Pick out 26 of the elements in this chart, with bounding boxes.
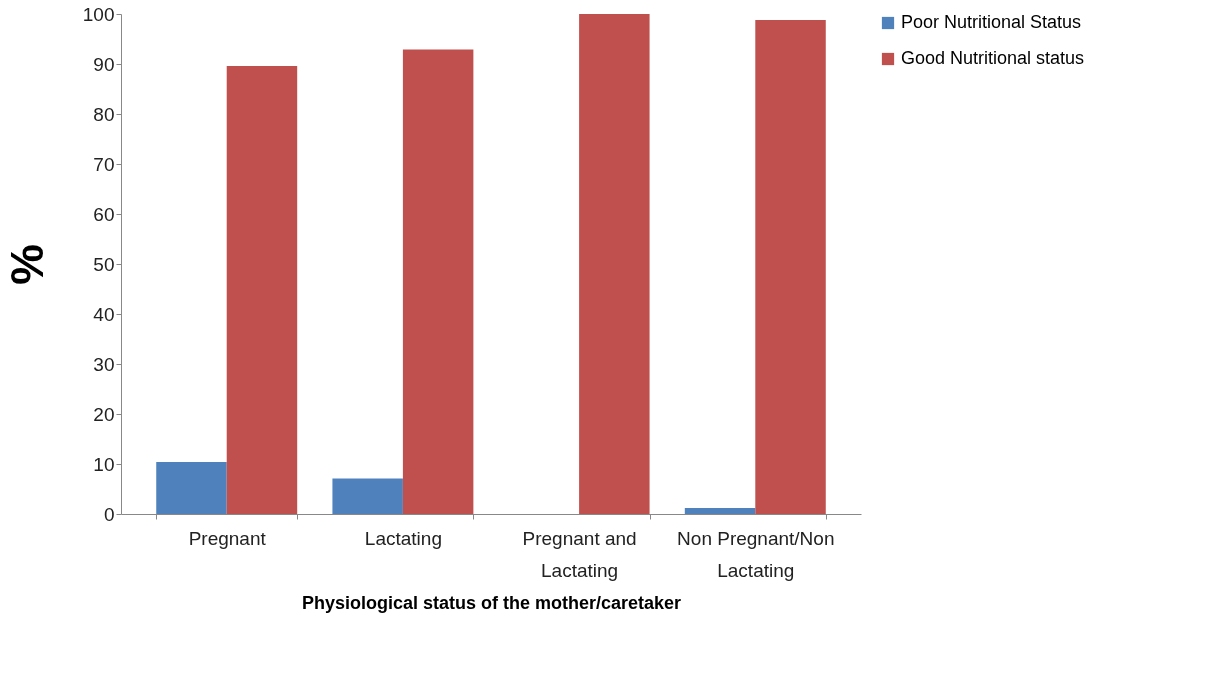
bar (579, 14, 650, 514)
x-tick-label: Lactating (364, 527, 442, 549)
y-tick-label: 10 (93, 453, 115, 475)
y-tick-label: 70 (93, 153, 115, 175)
x-tick-label: Pregnant (188, 527, 267, 549)
x-tick-label: Pregnant and Lactating (522, 527, 637, 581)
y-tick-label: 60 (93, 203, 115, 225)
y-tick-label: 90 (93, 53, 115, 75)
y-tick-label: 20 (93, 403, 115, 425)
y-tick-label: 0 (103, 503, 115, 525)
y-tick-label: 50 (93, 253, 115, 275)
y-tick-label: 30 (93, 353, 115, 375)
bar (402, 49, 474, 514)
legend-label: Good Nutritional status (901, 48, 1085, 68)
legend-label: Poor Nutritional Status (901, 12, 1082, 32)
bar (755, 20, 826, 514)
y-axis-title: % (0, 244, 53, 285)
y-tick-label: 100 (82, 3, 115, 25)
y-tick-label: 40 (93, 303, 115, 325)
bar (684, 508, 756, 514)
x-tick-label: Non Pregnant/Non Lactating (677, 527, 835, 581)
bar (156, 462, 227, 514)
y-tick-label: 80 (93, 103, 115, 125)
x-axis-title: Physiological status of the mother/caretaker (301, 592, 682, 613)
bar (332, 478, 403, 514)
bar (226, 66, 298, 514)
